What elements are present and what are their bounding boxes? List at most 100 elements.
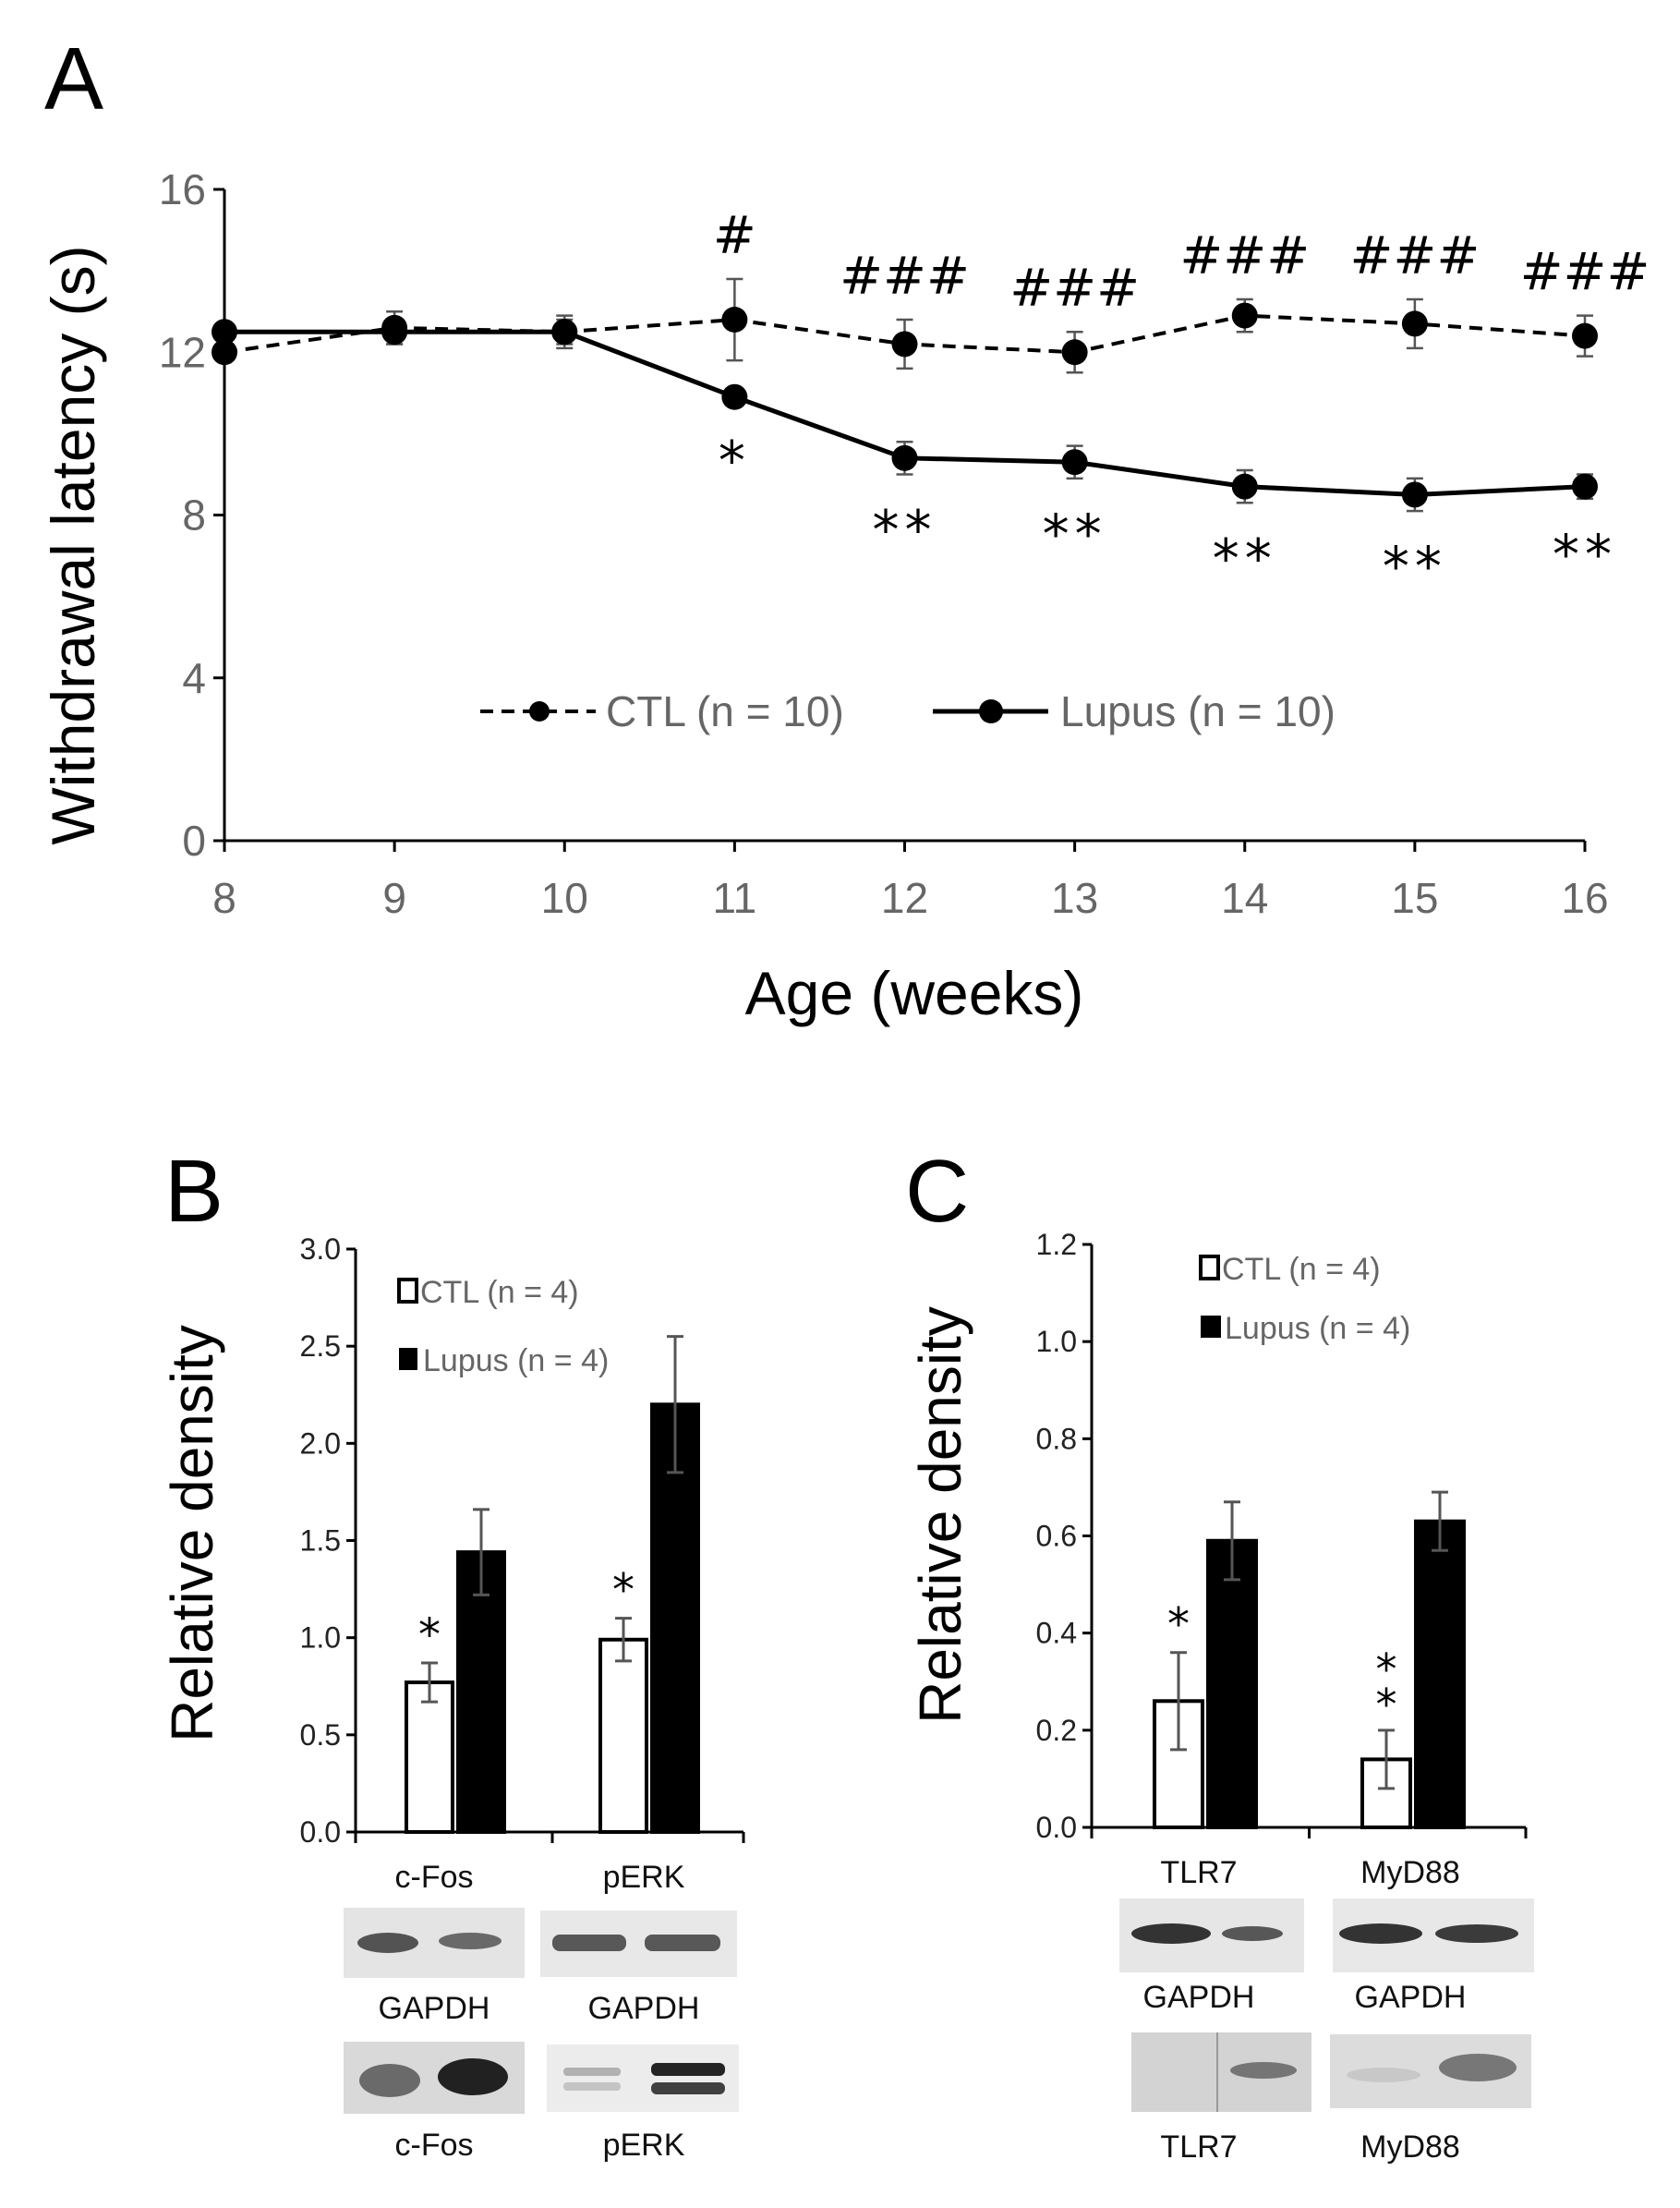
lupus-data-point xyxy=(381,319,408,346)
blot-c-tlr7-gapdh xyxy=(1119,1899,1304,1972)
y-tick-label: 0.0 xyxy=(300,1815,341,1849)
ctl-bar xyxy=(598,1637,648,1835)
x-tick-label: 15 xyxy=(1391,874,1438,922)
panel-c-legend: CTL (n = 4) Lupus (n = 4) xyxy=(1199,1252,1410,1346)
x-tick-label: 9 xyxy=(382,874,406,922)
panel-letter-b: B xyxy=(164,1142,224,1241)
ctl-data-point xyxy=(721,307,748,333)
ctl-data-point xyxy=(1572,322,1598,349)
blots-b: c-Fos pERK GAPDH GAPDH c-Fos pERK xyxy=(344,1860,739,2163)
significance-star: * xyxy=(1376,1644,1397,1694)
y-tick-label: 0.4 xyxy=(1036,1617,1077,1650)
lupus-bar xyxy=(1414,1519,1466,1829)
blot-c-myd88-gapdh xyxy=(1333,1899,1534,1972)
lupus-bar xyxy=(1206,1538,1258,1829)
panel-a-x-axis-title: Age (weeks) xyxy=(745,959,1084,1027)
panel-c-y-axis-title: Relative density xyxy=(907,1306,973,1724)
x-tick-label: 11 xyxy=(712,874,756,922)
significance-hash: ### xyxy=(1179,226,1310,286)
blot-b-label-gapdh-2: GAPDH xyxy=(588,1991,700,2026)
lupus-data-point xyxy=(891,444,918,471)
significance-star: ** xyxy=(873,498,937,561)
ctl-data-point xyxy=(1061,339,1088,366)
y-tick-label: 3.0 xyxy=(300,1232,341,1266)
legend-b-ctl-swatch xyxy=(397,1278,418,1304)
ctl-data-point xyxy=(1231,302,1258,329)
ctl-data-point xyxy=(212,339,237,366)
significance-hash: ### xyxy=(840,247,970,307)
legend-c-lupus-label: Lupus (n = 4) xyxy=(1225,1311,1410,1346)
panel-a-y-axis-title: Withdrawal latency (s) xyxy=(39,245,107,844)
y-tick-label: 1.2 xyxy=(1036,1228,1077,1261)
y-tick-label: 8 xyxy=(182,491,206,540)
panel-b-legend: CTL (n = 4) Lupus (n = 4) xyxy=(397,1275,609,1378)
significance-star: * xyxy=(418,1609,441,1661)
legend-lupus-marker xyxy=(979,699,1003,723)
legend-lupus-label: Lupus (n = 10) xyxy=(1060,687,1336,735)
blot-b-label-cfos-bottom: c-Fos xyxy=(395,2128,474,2163)
panel-a-ticks: 0 4 8 12 16 8 9 10 11 12 13 14 15 16 xyxy=(159,165,1609,922)
significance-star: * xyxy=(612,1565,635,1617)
significance-hash: ### xyxy=(1009,259,1140,319)
blot-b-label-perk-bottom: pERK xyxy=(603,2128,685,2163)
legend-c-lupus-swatch xyxy=(1201,1316,1221,1338)
blot-c-label-tlr7: TLR7 xyxy=(1160,1855,1237,1890)
lupus-data-point xyxy=(212,319,237,346)
blot-c-label-gapdh-2: GAPDH xyxy=(1355,1980,1467,2015)
panel-a-error-bars xyxy=(216,277,1593,513)
panel-b: B Relative density 0.0 0.5 1.0 1.5 2.0 2.5 3.0… xyxy=(159,1142,745,1849)
y-tick-label: 0.0 xyxy=(1036,1811,1077,1844)
y-tick-label: 4 xyxy=(182,654,206,702)
y-tick-label: 16 xyxy=(159,165,206,213)
lupus-data-point xyxy=(551,319,578,346)
panel-a: A Withdrawal latency (s) Age (weeks) 0 4 8… xyxy=(39,30,1650,1027)
y-tick-label: 0.8 xyxy=(1036,1422,1077,1455)
ctl-bar xyxy=(405,1680,454,1834)
legend-b-ctl-label: CTL (n = 4) xyxy=(420,1275,579,1310)
lupus-bar xyxy=(650,1402,700,1835)
y-tick-label: 0.6 xyxy=(1036,1520,1077,1553)
lupus-data-point xyxy=(721,383,748,410)
significance-star: ** xyxy=(1043,503,1107,565)
blot-c-label-myd88-bottom: MyD88 xyxy=(1360,2129,1460,2165)
x-tick-label: 10 xyxy=(541,874,588,922)
x-tick-label: 8 xyxy=(212,874,236,922)
lupus-data-point xyxy=(1401,481,1428,508)
significance-star: * xyxy=(719,430,751,492)
y-tick-label: 12 xyxy=(159,328,206,376)
panel-a-legend: CTL (n = 10) Lupus (n = 10) xyxy=(480,687,1336,735)
blot-c-tlr7-target xyxy=(1131,2032,1311,2112)
panel-b-y-axis-title: Relative density xyxy=(159,1325,225,1742)
panel-a-points xyxy=(212,302,1598,508)
legend-ctl-marker xyxy=(529,701,550,722)
blot-b-label-gapdh-1: GAPDH xyxy=(379,1991,490,2026)
significance-hash: ### xyxy=(1520,243,1650,303)
lupus-bar xyxy=(456,1550,506,1834)
legend-ctl-label: CTL (n = 10) xyxy=(606,687,844,735)
significance-star: ** xyxy=(1553,523,1617,586)
y-tick-label: 1.0 xyxy=(1036,1325,1077,1358)
panel-c-chart: 0.00.20.40.60.81.01.2*** xyxy=(1036,1228,1528,1844)
panel-b-chart: 0.0 0.5 1.0 1.5 2.0 2.5 3.0 * * xyxy=(300,1232,745,1849)
legend-c-ctl-label: CTL (n = 4) xyxy=(1222,1252,1381,1287)
panel-c: C Relative density 0.0 0.2 0.4 0.6 0.8 1.0 1.2… xyxy=(905,1142,1528,1844)
y-tick-label: 0.5 xyxy=(300,1718,341,1752)
x-tick-label: 12 xyxy=(881,874,928,922)
blots-c: TLR7 MyD88 GAPDH GAPDH TLR7 MyD88 xyxy=(1119,1855,1534,2165)
blot-b-label-cfos: c-Fos xyxy=(395,1860,474,1895)
significance-star: * xyxy=(1376,1680,1397,1729)
y-tick-label: 0.2 xyxy=(1036,1714,1077,1747)
lupus-data-point xyxy=(1572,473,1598,500)
blot-b-cfos-target xyxy=(344,2042,525,2114)
blot-b-perk-target xyxy=(547,2044,739,2112)
panel-a-annotations: #### ###### ### ###*** ** ** ** ** xyxy=(713,206,1650,598)
blot-c-label-gapdh-1: GAPDH xyxy=(1143,1980,1255,2015)
y-tick-label: 1.5 xyxy=(300,1524,341,1558)
legend-b-lupus-swatch xyxy=(399,1348,417,1370)
blot-c-myd88-target xyxy=(1330,2034,1531,2108)
y-tick-label: 1.0 xyxy=(300,1621,341,1655)
blot-b-cfos-gapdh xyxy=(344,1908,525,1978)
x-tick-label: 13 xyxy=(1051,874,1098,922)
blot-c-label-tlr7-bottom: TLR7 xyxy=(1160,2129,1237,2165)
